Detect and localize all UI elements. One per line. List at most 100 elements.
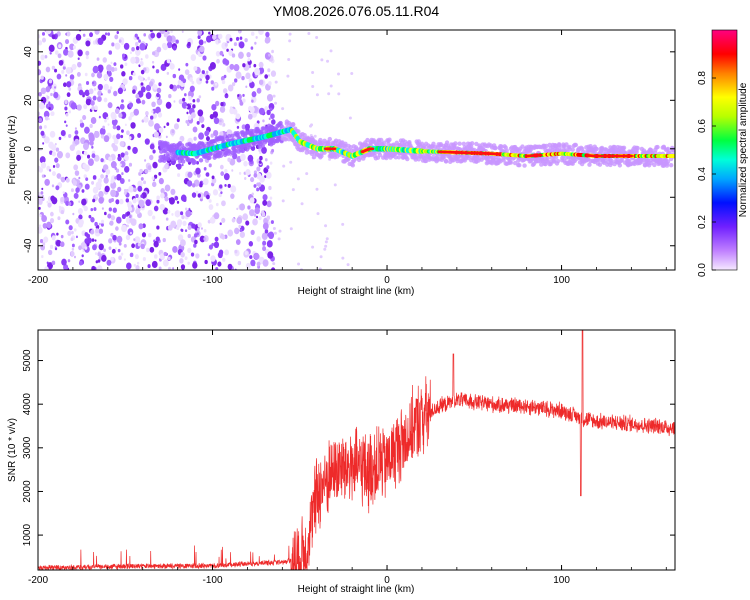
spectrogram-noise-dot (127, 201, 133, 208)
spectrogram-noise-dot (72, 180, 78, 186)
spectrogram-noise-dot (112, 124, 117, 130)
spectrogram-noise-dot (180, 211, 184, 216)
spectrogram-noise-dot (247, 57, 251, 62)
spectrogram-noise-dot (189, 85, 195, 93)
spectrogram-noise-dot (213, 241, 220, 249)
spectrogram-noise-dot (212, 111, 219, 118)
spectrogram-noise-dot (190, 54, 197, 61)
spectrogram-noise-dot (150, 115, 154, 120)
spectrogram-noise-dot (145, 84, 152, 92)
spectrogram-noise-dot (205, 80, 209, 84)
spectrogram-noise-dot (165, 217, 169, 221)
spectrogram-noise-dot (66, 81, 72, 88)
spectrogram-noise-dot (73, 192, 79, 199)
spectrogram-noise-dot (133, 187, 137, 193)
spectrogram-noise-dot (213, 129, 219, 137)
spectrogram-ridge-halo (504, 148, 509, 153)
spectrogram-noise-dot (180, 87, 184, 91)
spectrogram-noise-dot (112, 134, 117, 140)
spectrogram-noise-dot (313, 134, 317, 138)
spectrogram-noise-dot (169, 63, 175, 70)
spectrogram-noise-dot (270, 113, 275, 120)
spectrogram-noise-dot (65, 177, 70, 183)
spectrogram-ridge-halo (652, 162, 657, 168)
spectrogram-noise-dot (199, 73, 204, 79)
spectrogram-noise-dot (197, 35, 201, 40)
spectrogram-noise-dot (140, 69, 145, 75)
spectrogram-noise-dot (247, 205, 251, 210)
spectrogram-noise-dot (96, 95, 102, 103)
spectrogram-noise-dot (187, 171, 193, 178)
spectrogram-noise-dot (84, 126, 90, 134)
spectrogram-noise-dot (100, 174, 104, 179)
spectrogram-noise-dot (253, 252, 260, 260)
spectrogram-noise-dot (169, 61, 172, 65)
spectrogram-noise-dot (92, 198, 96, 203)
spectrogram-noise-dot (197, 193, 202, 198)
spectrogram-noise-dot (118, 39, 122, 43)
spectrogram-noise-dot (40, 96, 47, 104)
spectrogram-noise-dot (111, 42, 115, 47)
spectrogram-noise-dot (268, 95, 274, 102)
spectrogram-noise-dot (249, 209, 255, 217)
spectrogram-ridge-halo (570, 147, 575, 152)
spectrogram-noise-dot (268, 53, 271, 57)
spectrogram-noise-dot (39, 214, 42, 218)
spectrogram-noise-dot (193, 65, 198, 71)
spectrogram-noise-dot (227, 84, 234, 92)
spectrogram-noise-dot (256, 187, 260, 192)
spectrogram-noise-dot (149, 246, 155, 253)
spectrogram-noise-dot (130, 56, 136, 64)
spectrogram-noise-dot (159, 203, 165, 211)
spectrogram-noise-dot (145, 92, 152, 100)
spectrogram-noise-dot (153, 240, 159, 248)
spectrogram-noise-dot (203, 237, 207, 241)
spectrogram-noise-dot (138, 223, 144, 230)
spectrogram-noise-dot (89, 123, 93, 129)
spectrogram-ridge-halo (573, 142, 579, 148)
spectrogram-noise-dot (38, 226, 43, 234)
spectrogram-noise-dot (167, 209, 171, 214)
spectrogram-noise-dot (100, 219, 105, 224)
spectrogram-noise-dot (205, 172, 209, 177)
colorbar: 0.0 0.2 0.4 0.6 0.8 Normalized spectral ampl… (697, 29, 749, 277)
spectrogram-noise-dot (83, 151, 88, 156)
spectrogram-noise-dot (117, 87, 124, 95)
spectrogram-noise-dot (54, 142, 57, 146)
spectrogram-noise-dot (68, 87, 72, 91)
spectrogram-ridge-halo (251, 129, 256, 134)
spectrogram-noise-dot (255, 215, 259, 219)
spectrogram-noise-dot (105, 168, 111, 175)
spectrogram-noise-dot (229, 107, 235, 115)
spectrogram-noise-dot (256, 236, 261, 242)
spectrogram-noise-dot (104, 211, 107, 216)
spectrogram-noise-dot (78, 245, 82, 251)
spectrogram-noise-dot (175, 39, 179, 44)
spectrogram-ridge-halo (302, 133, 307, 138)
spectrogram-noise-dot (215, 50, 221, 57)
spectrogram-noise-dot (70, 237, 74, 242)
spectrogram-noise-dot (103, 73, 109, 81)
spectrogram-noise-dot (231, 82, 236, 87)
spectrogram-noise-dot (137, 133, 142, 138)
spectrogram-noise-dot (188, 95, 192, 101)
spectrogram-noise-dot (119, 198, 124, 205)
spectrogram-ridge-halo (378, 137, 384, 143)
spectrogram-noise-dot (99, 68, 103, 73)
spectrogram-noise-dot (253, 213, 257, 217)
spectrogram-noise-dot (126, 262, 132, 270)
spectrogram-noise-dot (268, 231, 275, 240)
spectrogram-noise-dot (257, 123, 260, 127)
spectrogram-noise-dot (55, 147, 60, 152)
spectrogram-ridge-halo (512, 160, 518, 166)
spectrogram-noise-dot (138, 199, 145, 208)
spectrogram-noise-dot (254, 67, 261, 76)
spectrogram-noise-dot (121, 41, 124, 46)
spectrogram-noise-dot (42, 222, 48, 229)
spectrogram-noise-dot (60, 130, 66, 137)
spectrogram-noise-dot (119, 177, 125, 184)
spectrogram-noise-dot (333, 183, 337, 187)
spectrogram-noise-dot (97, 252, 101, 257)
spectrogram-noise-dot (173, 123, 179, 130)
spectrogram-noise-dot (74, 138, 80, 145)
